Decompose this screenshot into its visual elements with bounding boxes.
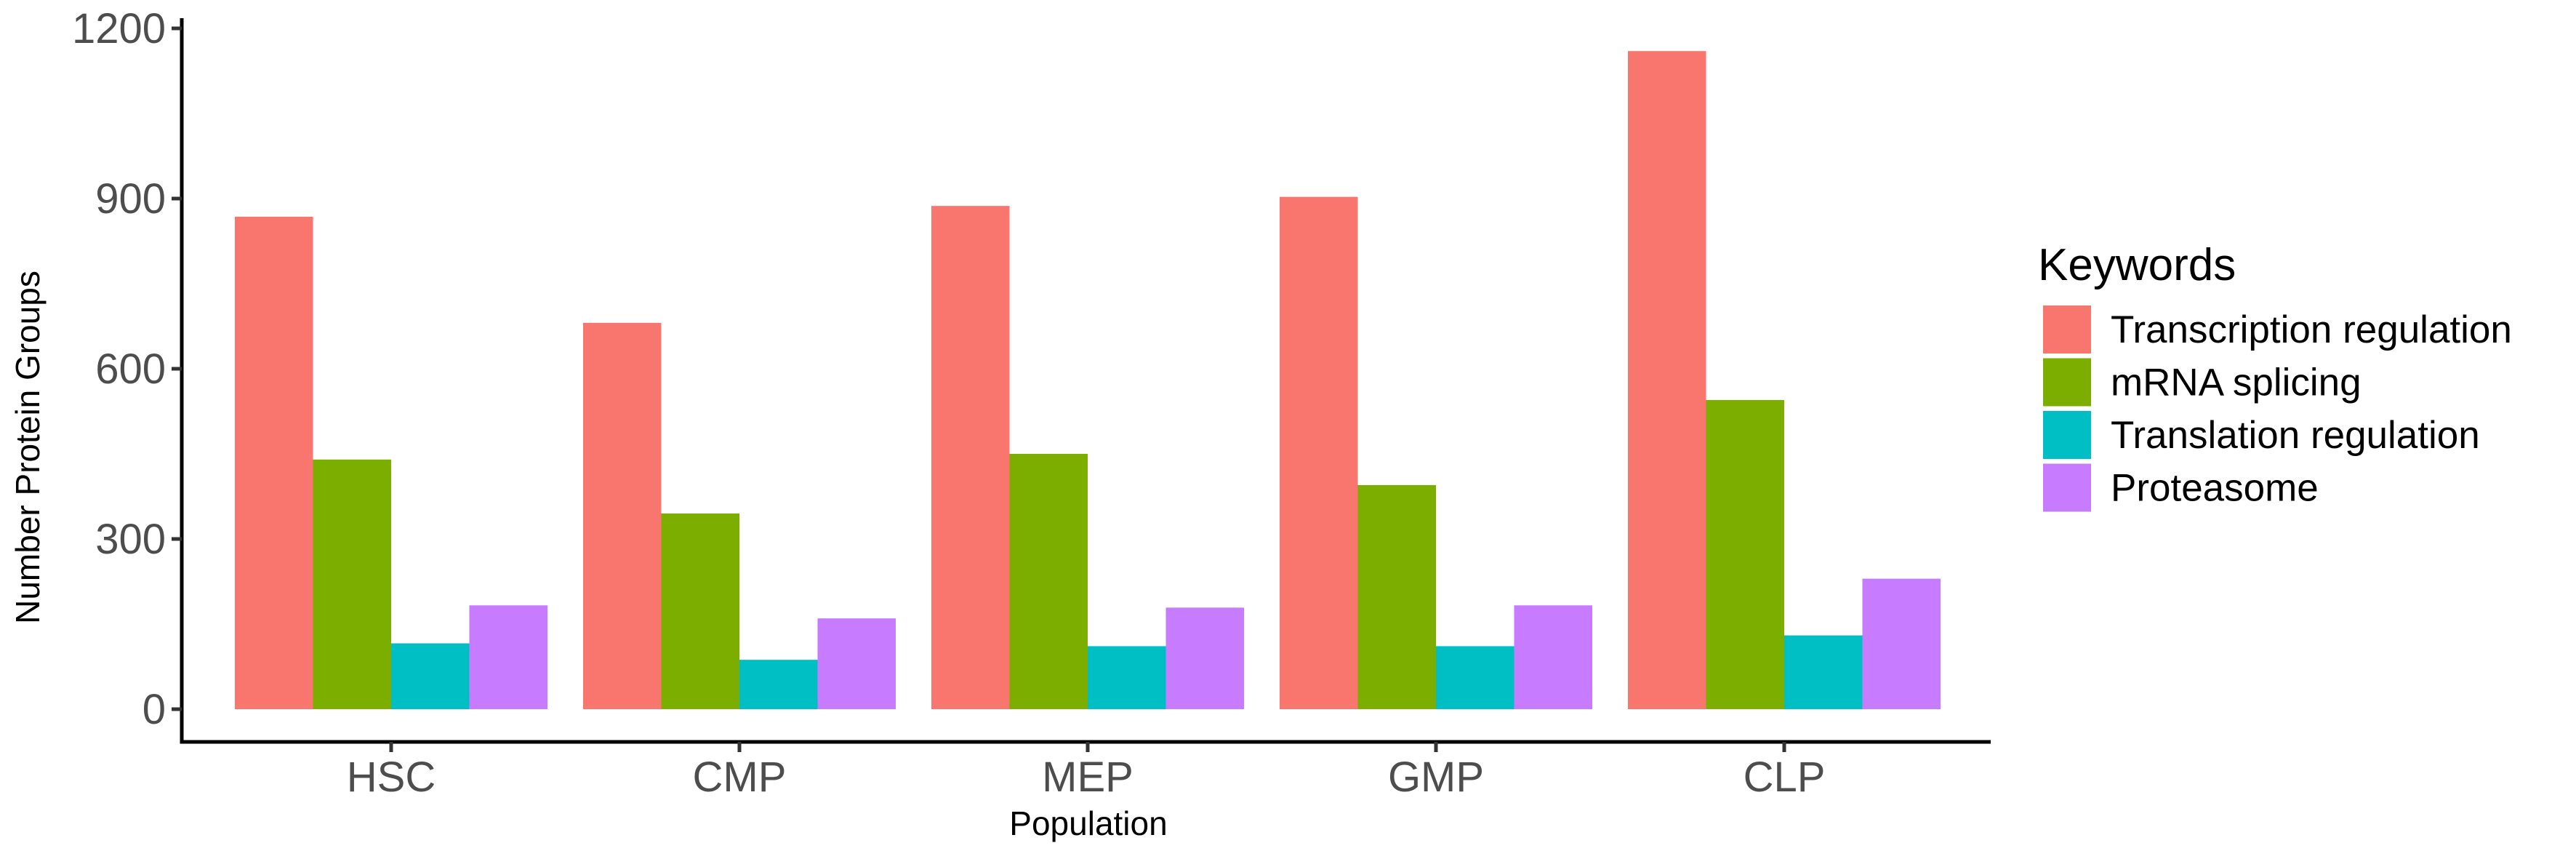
y-axis-ticks: 0 300 600 900 1200 xyxy=(72,5,182,733)
y-tick-label: 0 xyxy=(143,686,166,733)
bar-cmp-proteasome xyxy=(817,618,896,709)
bar-clp-transcription-regulation xyxy=(1628,51,1706,709)
bar-hsc-transcription-regulation xyxy=(235,216,313,710)
legend-key-mrna-splicing xyxy=(2043,358,2091,407)
legend-key-proteasome xyxy=(2043,463,2091,512)
legend-key-translation-regulation xyxy=(2043,411,2091,459)
bar-gmp-mrna-splicing xyxy=(1357,484,1436,709)
x-axis-ticks: HSC CMP MEP GMP CLP xyxy=(347,742,1826,801)
x-tick-label: GMP xyxy=(1388,754,1484,801)
legend: Keywords Transcription regulation mRNA sp… xyxy=(2038,240,2512,512)
bar-hsc-proteasome xyxy=(469,605,547,709)
bar-hsc-mrna-splicing xyxy=(313,459,391,709)
bar-mep-transcription-regulation xyxy=(931,206,1010,709)
bar-mep-proteasome xyxy=(1165,607,1244,709)
legend-label: Transcription regulation xyxy=(2111,308,2512,351)
bar-hsc-translation-regulation xyxy=(391,643,470,709)
y-tick-label: 1200 xyxy=(72,5,166,52)
y-tick-label: 900 xyxy=(95,175,166,223)
bar-gmp-proteasome xyxy=(1514,605,1592,709)
legend-label: Translation regulation xyxy=(2111,414,2480,457)
y-tick-label: 300 xyxy=(95,516,166,563)
bar-gmp-transcription-regulation xyxy=(1280,196,1358,709)
x-tick-label: HSC xyxy=(347,754,436,801)
bar-mep-translation-regulation xyxy=(1088,646,1166,709)
legend-key-transcription-regulation xyxy=(2043,305,2091,353)
legend-title: Keywords xyxy=(2038,240,2236,290)
bar-gmp-translation-regulation xyxy=(1436,646,1514,709)
legend-label: mRNA splicing xyxy=(2111,361,2362,404)
bar-mep-mrna-splicing xyxy=(1009,454,1088,709)
x-tick-label: CLP xyxy=(1744,754,1826,801)
bar-clp-proteasome xyxy=(1862,578,1941,709)
y-tick-label: 600 xyxy=(95,345,166,393)
bar-area xyxy=(235,51,1941,710)
x-tick-label: MEP xyxy=(1042,754,1133,801)
bar-cmp-mrna-splicing xyxy=(661,513,739,709)
bar-clp-translation-regulation xyxy=(1784,635,1863,709)
bar-clp-mrna-splicing xyxy=(1706,399,1784,709)
bar-cmp-translation-regulation xyxy=(739,660,818,709)
x-axis-title: Population xyxy=(1009,804,1167,842)
x-tick-label: CMP xyxy=(693,754,787,801)
y-axis-title: Number Protein Groups xyxy=(9,271,47,624)
bar-cmp-transcription-regulation xyxy=(583,322,662,709)
legend-label: Proteasome xyxy=(2111,467,2319,510)
